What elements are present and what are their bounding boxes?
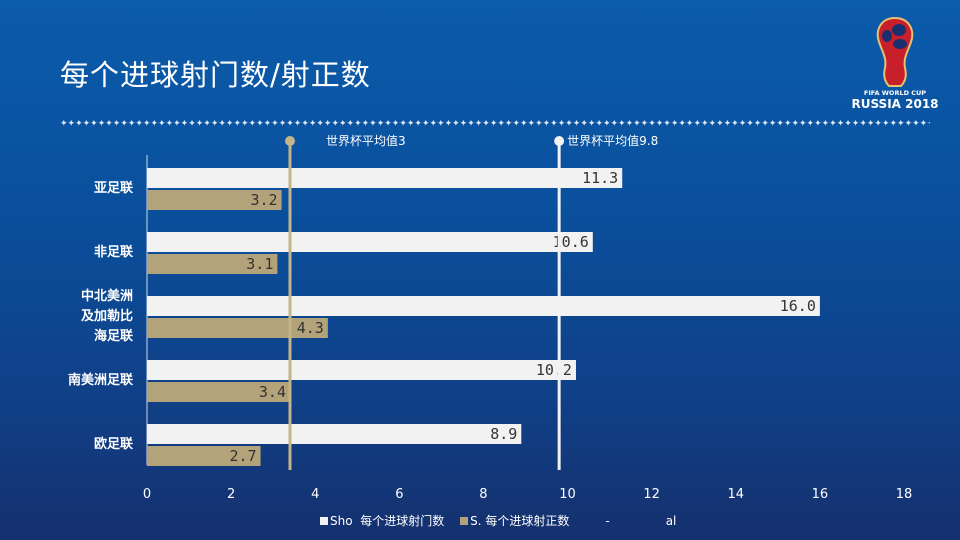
legend: Sho 每个进球射门数 S. 每个进球射正数 - al <box>320 512 676 529</box>
category-label-line: 及加勒比 <box>80 309 133 324</box>
data-label: 3.1 <box>246 255 273 273</box>
category-label-line: 海足联 <box>93 329 133 344</box>
category-label: 非足联 <box>48 243 133 263</box>
page-title: 每个进球射门数/射正数 <box>60 58 371 92</box>
category-label: 南美洲足联 <box>48 371 133 391</box>
legend-prefix: Sho <box>330 514 353 528</box>
bar-shots <box>147 168 623 188</box>
bar-shots <box>147 232 593 252</box>
logo-line2: RUSSIA 2018 <box>851 97 938 111</box>
data-label: 8.9 <box>490 425 517 443</box>
bar-shots <box>147 360 576 380</box>
legend-item-on-target: S. 每个进球射正数 <box>460 512 569 529</box>
data-label: 16.0 <box>780 297 816 315</box>
data-label: 3.2 <box>250 191 277 209</box>
bar-shots <box>147 296 820 316</box>
category-label-line: 亚足联 <box>93 181 133 196</box>
data-label: 2.7 <box>229 447 256 465</box>
legend-label: 每个进球射门数 <box>360 514 445 528</box>
x-tick-label: 2 <box>227 487 235 502</box>
bar-on-target <box>147 318 328 338</box>
x-tick-label: 6 <box>395 487 403 502</box>
x-tick-label: 8 <box>479 487 487 502</box>
category-label-line: 欧足联 <box>93 437 133 452</box>
bar-on-target <box>147 254 278 274</box>
x-tick-label: 18 <box>896 487 913 502</box>
reference-marker <box>554 136 565 146</box>
x-tick-label: 14 <box>728 487 745 502</box>
category-label-line: 南美洲足联 <box>67 373 133 388</box>
x-tick-label: 12 <box>643 487 660 502</box>
data-label: 10.2 <box>536 361 572 379</box>
category-label-line: 中北美洲 <box>80 289 133 304</box>
x-tick-label: 16 <box>812 487 829 502</box>
category-label: 中北美洲及加勒比海足联 <box>48 287 133 347</box>
bar-on-target <box>147 190 282 210</box>
dotted-divider: ✦✦✦✦✦✦✦✦✦✦✦✦✦✦✦✦✦✦✦✦✦✦✦✦✦✦✦✦✦✦✦✦✦✦✦✦✦✦✦✦… <box>60 119 930 129</box>
x-tick-label: 0 <box>143 487 151 502</box>
legend-item-shots: Sho 每个进球射门数 <box>320 512 444 529</box>
category-label: 欧足联 <box>48 435 133 455</box>
bar-on-target <box>147 382 290 402</box>
legend-prefix: S. <box>470 514 482 528</box>
data-label: 4.3 <box>297 319 324 337</box>
bar-shots <box>147 424 522 444</box>
category-label: 亚足联 <box>48 179 133 199</box>
reference-marker <box>284 136 295 146</box>
reference-label: 世界杯平均值3 <box>326 133 406 148</box>
data-label: 10.6 <box>553 233 589 251</box>
world-cup-logo: FIFA WORLD CUP RUSSIA 2018 <box>851 16 939 111</box>
legend-swatch-shots <box>320 517 328 525</box>
legend-fragment: - <box>605 513 610 528</box>
legend-fragment: al <box>665 513 677 528</box>
logo-line1: FIFA WORLD CUP <box>864 89 926 97</box>
data-label: 3.4 <box>259 383 286 401</box>
x-tick-label: 4 <box>311 487 319 502</box>
legend-swatch-on-target <box>460 517 469 525</box>
data-label: 11.3 <box>582 169 618 187</box>
bar-on-target <box>147 446 261 466</box>
x-tick-label: 10 <box>559 487 576 502</box>
reference-label: 世界杯平均值9.8 <box>567 133 658 148</box>
category-label-line: 非足联 <box>93 245 133 260</box>
legend-label: 每个进球射正数 <box>485 514 570 528</box>
